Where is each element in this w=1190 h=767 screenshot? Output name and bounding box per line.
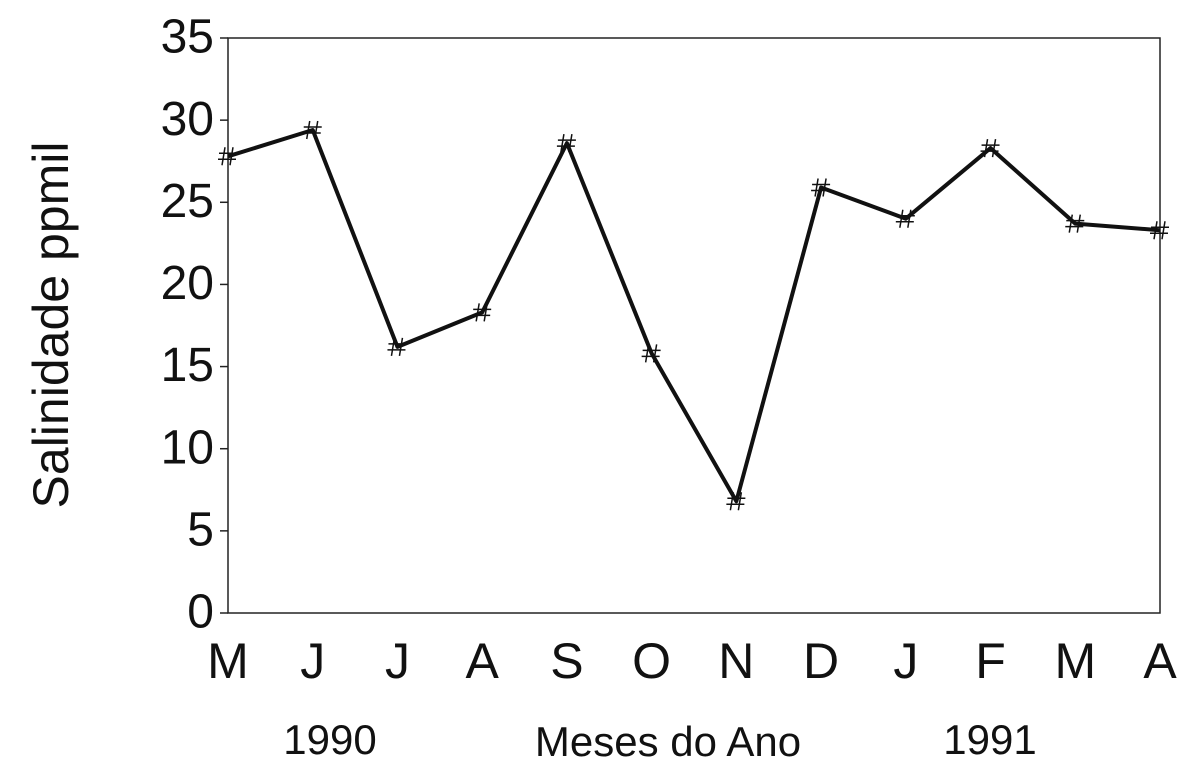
plot-frame xyxy=(227,37,1161,614)
y-tick-label: 25 xyxy=(161,175,214,228)
point-marker xyxy=(1150,221,1169,240)
y-axis-label: Salinidade ppmil xyxy=(23,142,79,509)
data-line xyxy=(227,128,1161,504)
point-marker xyxy=(1065,214,1085,233)
point-marker xyxy=(218,147,237,166)
x-tick-label: J xyxy=(385,633,410,689)
x-tick-label: F xyxy=(975,633,1006,689)
x-tick-label: A xyxy=(1143,633,1177,689)
x-tick-label: M xyxy=(1054,633,1096,689)
x-tick-label: J xyxy=(300,633,325,689)
point-marker xyxy=(472,303,492,322)
x-tick-label: N xyxy=(718,633,754,689)
point-marker xyxy=(641,344,661,363)
point-marker xyxy=(387,337,407,356)
x-tick-label: J xyxy=(893,633,918,689)
year-label: 1991 xyxy=(943,716,1036,763)
x-tick-label: D xyxy=(803,633,839,689)
x-tick-label: A xyxy=(466,633,500,689)
x-axis-label: Meses do Ano xyxy=(535,718,801,765)
y-tick-label: 10 xyxy=(161,421,214,474)
y-tick-label: 35 xyxy=(161,11,214,64)
point-marker xyxy=(811,178,831,197)
x-tick-label: M xyxy=(207,633,249,689)
point-marker xyxy=(980,138,1000,158)
year-label: 1990 xyxy=(283,716,376,763)
point-marker xyxy=(556,134,576,153)
y-tick-label: 30 xyxy=(161,93,214,146)
x-tick-label: O xyxy=(632,633,671,689)
point-marker xyxy=(726,492,746,511)
x-tick-label: S xyxy=(550,633,583,689)
y-tick-label: 15 xyxy=(161,339,214,392)
y-tick-label: 5 xyxy=(187,504,214,557)
y-tick-label: 20 xyxy=(161,257,214,310)
y-tick-label: 0 xyxy=(187,586,214,639)
point-marker xyxy=(302,120,322,140)
point-marker xyxy=(895,209,915,228)
